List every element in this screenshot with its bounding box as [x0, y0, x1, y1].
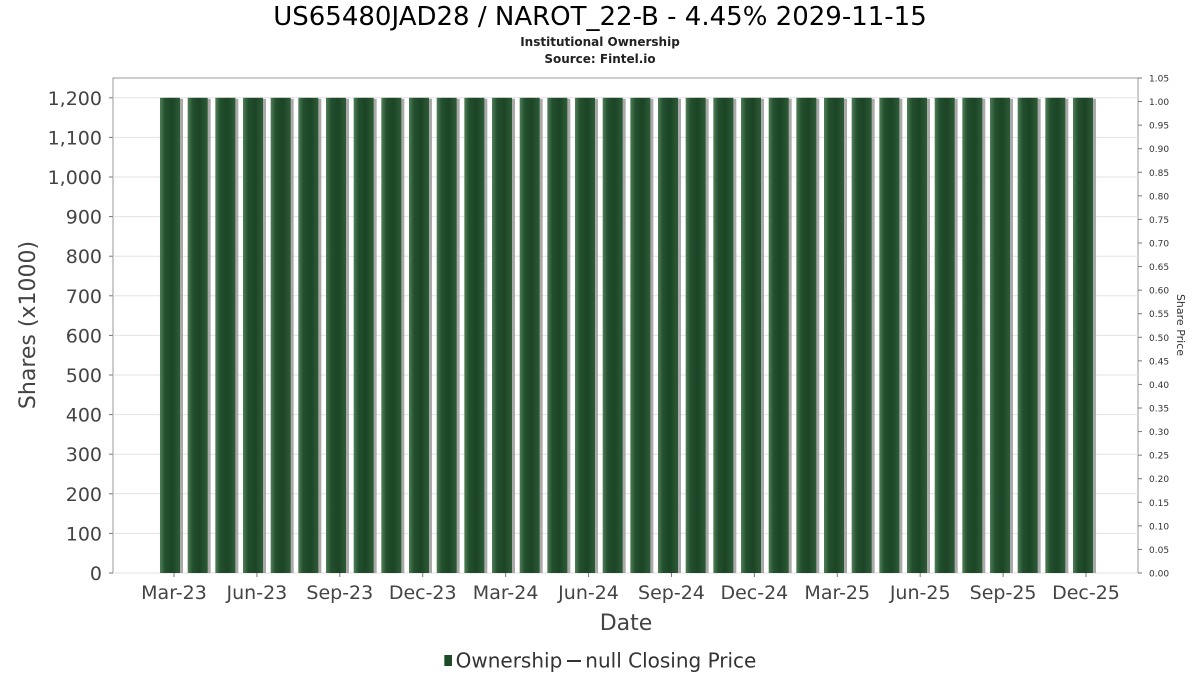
x-tick-label: Sep-24 — [638, 582, 705, 604]
y-tick-label: 900 — [66, 207, 102, 229]
ownership-bar — [1073, 97, 1093, 574]
ownership-bar — [326, 97, 346, 574]
y2-tick-label: 0.70 — [1149, 240, 1169, 250]
ownership-bar — [824, 97, 844, 574]
ownership-bar — [796, 97, 817, 574]
y2-tick-label: 0.10 — [1149, 522, 1169, 532]
y-tick-label: 1,200 — [48, 88, 102, 110]
ownership-bar — [243, 97, 263, 574]
y-tick-label: 1,100 — [48, 127, 102, 149]
x-tick-label: Sep-25 — [970, 582, 1037, 604]
y-tick-label: 500 — [66, 365, 102, 387]
x-tick-label: Mar-23 — [141, 582, 207, 604]
legend-ownership-label: Ownership — [455, 648, 563, 673]
y-tick-label: 300 — [66, 444, 102, 466]
x-tick-label: Dec-24 — [720, 582, 788, 604]
x-axis-title: Date — [600, 611, 653, 636]
y2-tick-label: 0.80 — [1149, 192, 1169, 202]
x-tick-label: Mar-25 — [804, 582, 870, 604]
x-tick-label: Dec-23 — [389, 582, 457, 604]
chart-title: US65480JAD28 / NAROT_22-B - 4.45% 2029-1… — [273, 2, 927, 32]
y-tick-label: 200 — [66, 484, 102, 506]
y2-tick-label: 0.90 — [1149, 145, 1169, 155]
y-tick-label: 0 — [90, 563, 102, 585]
ownership-bar — [1017, 97, 1038, 574]
y2-tick-label: 0.00 — [1149, 570, 1169, 580]
ownership-bar — [215, 97, 236, 574]
y2-tick-label: 0.30 — [1149, 428, 1169, 438]
y-tick-label: 700 — [66, 286, 102, 308]
ownership-bar — [602, 97, 623, 574]
y2-tick-label: 0.25 — [1149, 452, 1169, 462]
ownership-bar — [768, 97, 789, 574]
chart-legend: Ownership null Closing Price — [0, 647, 1200, 673]
y-tick-label: 600 — [66, 325, 102, 347]
ownership-bar — [685, 97, 706, 574]
x-tick-label: Sep-23 — [306, 582, 373, 604]
ownership-bar — [575, 97, 595, 574]
ownership-bar — [436, 97, 457, 574]
ownership-bar — [741, 97, 761, 574]
x-tick-label: Dec-25 — [1052, 582, 1120, 604]
y2-tick-label: 0.40 — [1149, 381, 1169, 391]
y-axis-title: Shares (x1000) — [16, 241, 41, 409]
ownership-bar — [851, 97, 872, 574]
x-tick-label: Jun-24 — [557, 582, 619, 604]
chart-subtitle-ownership: Institutional Ownership — [520, 35, 680, 49]
ownership-bar — [713, 97, 734, 574]
ownership-bar — [409, 97, 429, 574]
y-tick-label: 800 — [66, 246, 102, 268]
ownership-bar — [464, 97, 485, 574]
ownership-bar — [907, 97, 927, 574]
y2-tick-label: 0.50 — [1149, 334, 1169, 344]
y2-tick-label: 0.85 — [1149, 169, 1169, 179]
y2-tick-label: 0.45 — [1149, 357, 1169, 367]
y2-tick-label: 1.00 — [1149, 98, 1169, 108]
ownership-bar — [298, 97, 319, 574]
y2-tick-label: 0.20 — [1149, 475, 1169, 485]
x-tick-label: Mar-24 — [473, 582, 539, 604]
x-tick-label: Jun-23 — [226, 582, 288, 604]
ownership-bar — [879, 97, 900, 574]
y2-tick-label: 0.05 — [1149, 546, 1169, 556]
y2-tick-label: 0.60 — [1149, 287, 1169, 297]
ownership-bar — [187, 97, 208, 574]
ownership-bar — [519, 97, 540, 574]
ownership-bar — [270, 97, 291, 574]
ownership-bar — [353, 97, 374, 574]
y2-tick-label: 0.35 — [1149, 405, 1169, 415]
y-tick-label: 1,000 — [48, 167, 102, 189]
y2-axis-title: Share Price — [1174, 294, 1187, 356]
ownership-bar — [658, 97, 678, 574]
y2-tick-label: 0.15 — [1149, 499, 1169, 509]
y-tick-label: 400 — [66, 405, 102, 427]
ownership-bar — [934, 97, 955, 574]
y-tick-label: 100 — [66, 523, 102, 545]
x-tick-label: Jun-25 — [889, 582, 951, 604]
ownership-bar — [630, 97, 651, 574]
legend-closing-price-label: null Closing Price — [585, 648, 757, 673]
ownership-bar — [962, 97, 983, 574]
y2-tick-label: 0.55 — [1149, 310, 1169, 320]
ownership-bar — [381, 97, 402, 574]
chart-subtitle-source: Source: Fintel.io — [544, 52, 656, 66]
legend-closing-price-line — [567, 659, 582, 662]
ownership-bar — [1045, 97, 1066, 574]
ownership-bar — [990, 97, 1010, 574]
y2-tick-label: 1.05 — [1149, 75, 1169, 85]
ownership-bar — [547, 97, 568, 574]
y2-tick-label: 0.75 — [1149, 216, 1169, 226]
ownership-bar — [492, 97, 512, 574]
ownership-bar — [160, 97, 180, 574]
y2-tick-label: 0.65 — [1149, 263, 1169, 273]
y2-tick-label: 0.95 — [1149, 122, 1169, 132]
legend-ownership-swatch — [443, 655, 452, 666]
